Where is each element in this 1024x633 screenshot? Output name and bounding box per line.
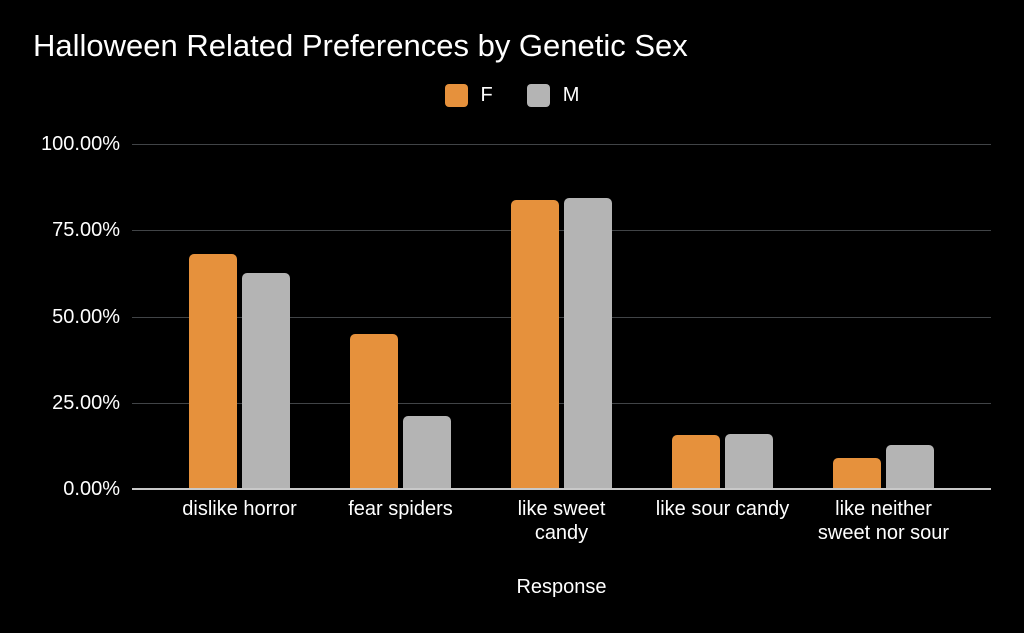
- bar-f-3: [672, 434, 720, 489]
- legend-label-m: M: [562, 84, 580, 106]
- bar-f-4: [833, 457, 881, 489]
- x-tick-label-3: like sour candy: [655, 498, 790, 520]
- bar-f-0: [189, 254, 237, 489]
- bar-group-3: [642, 144, 803, 489]
- bar-m-2: [564, 198, 612, 489]
- legend-entry-f: F: [444, 84, 493, 107]
- y-tick-label: 50.00%: [52, 305, 120, 328]
- legend-label-f: F: [480, 84, 493, 106]
- bar-groups: [132, 144, 991, 489]
- x-axis-title: Response: [516, 576, 607, 598]
- y-tick-label: 25.00%: [52, 391, 120, 414]
- x-tick-label-2: like sweet candy: [517, 498, 606, 544]
- x-axis-line: [132, 488, 991, 490]
- bar-m-1: [403, 415, 451, 489]
- gridline: [132, 230, 991, 232]
- y-tick-label: 0.00%: [63, 478, 120, 500]
- legend-swatch-m: [526, 84, 550, 107]
- bar-f-1: [350, 334, 398, 489]
- plot-area: [132, 144, 991, 490]
- legend: F M: [0, 84, 1024, 107]
- gridline: [132, 316, 991, 318]
- gridline: [132, 402, 991, 404]
- legend-swatch-f: [444, 84, 468, 107]
- bar-m-0: [242, 273, 290, 489]
- bar-group-0: [159, 144, 320, 489]
- x-axis-labels: dislike horror fear spiders like sweet can…: [132, 497, 991, 545]
- x-tick-label-4: like neither sweet nor sour: [817, 498, 950, 544]
- gridline: [132, 144, 991, 145]
- chart-title: Halloween Related Preferences by Genetic…: [33, 28, 688, 63]
- bar-m-4: [886, 444, 934, 489]
- legend-entry-m: M: [526, 84, 580, 107]
- bar-m-3: [725, 434, 773, 489]
- bar-group-1: [320, 144, 481, 489]
- bar-group-2: [481, 144, 642, 489]
- x-tick-label-1: fear spiders: [348, 498, 453, 520]
- bar-group-4: [803, 144, 964, 489]
- y-tick-label: 75.00%: [52, 219, 120, 242]
- y-tick-label: 100.00%: [41, 133, 120, 155]
- bar-f-2: [511, 199, 559, 489]
- x-tick-label-0: dislike horror: [182, 498, 297, 520]
